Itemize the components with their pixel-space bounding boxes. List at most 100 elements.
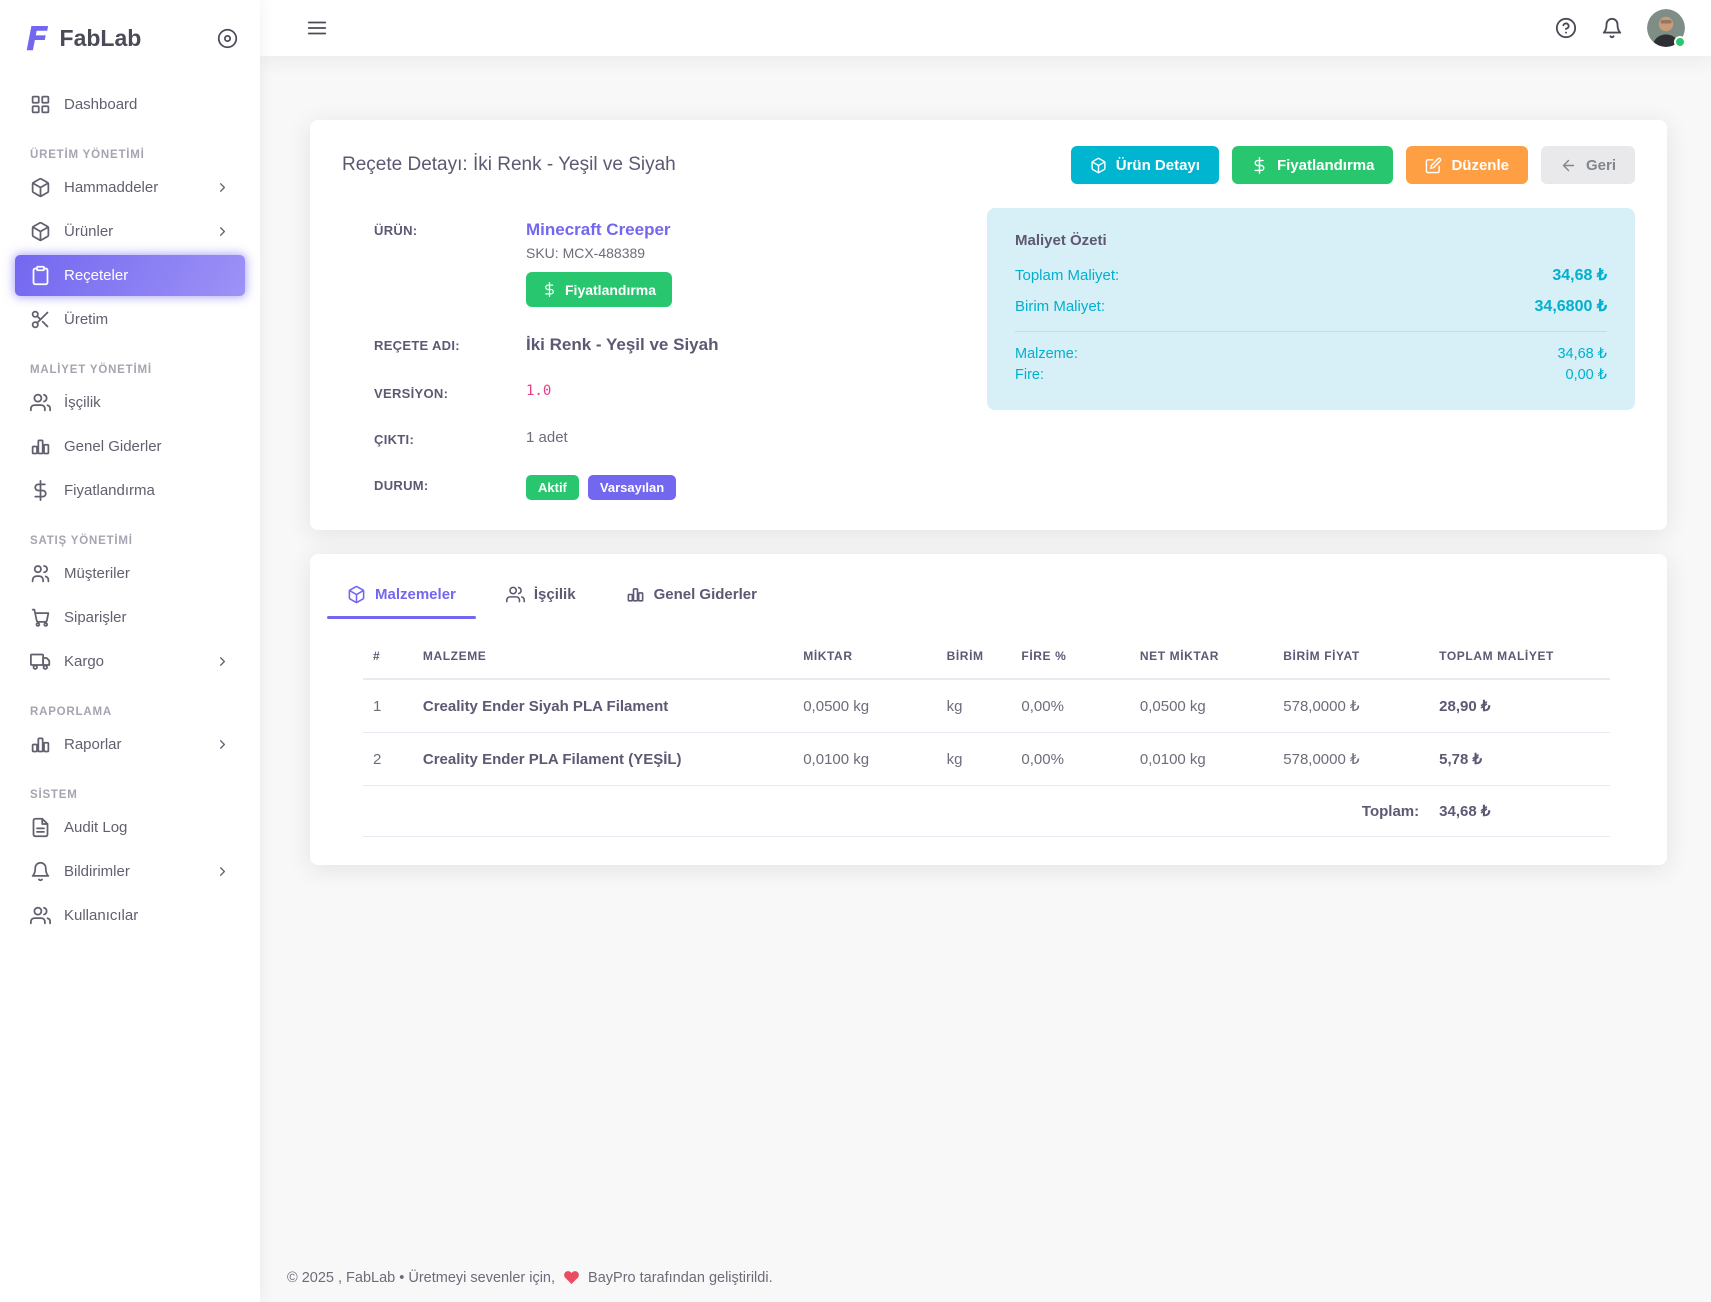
- cost-row-label: Birim Maliyet:: [1015, 298, 1106, 315]
- col-header-num: #: [363, 635, 413, 680]
- sidebar-item-receteler[interactable]: Reçeteler: [15, 255, 245, 296]
- cost-row-value: 34,68 ₺: [1552, 267, 1607, 284]
- sidebar-item-urunler[interactable]: Ürünler: [15, 211, 245, 252]
- users-icon: [30, 392, 51, 413]
- total-value: 34,68 ₺: [1429, 785, 1610, 837]
- bell-icon: [30, 861, 51, 882]
- bell-icon[interactable]: [1601, 17, 1623, 39]
- app-name: FabLab: [59, 25, 142, 51]
- nav-section-satis-yonetimi: SATIŞ YÖNETİMİ: [30, 535, 133, 547]
- product-pricing-button[interactable]: Fiyatlandırma: [526, 272, 673, 307]
- table-header-row: # MALZEME MİKTAR BİRİM FİRE % NET MİKTAR BİRİM…: [363, 635, 1610, 680]
- help-icon[interactable]: [1555, 17, 1577, 39]
- nav-section-sistem: SİSTEM: [30, 789, 78, 801]
- materials-table-wrap: # MALZEME MİKTAR BİRİM FİRE % NET MİKTAR BİRİM…: [310, 619, 1667, 837]
- product-link[interactable]: Minecraft Creeper: [526, 220, 671, 239]
- table-body: 1 Creality Ender Siyah PLA Filament 0,0500…: [363, 679, 1610, 837]
- arrow-left-icon: [1560, 157, 1577, 174]
- sidebar: F FabLab Dashboard ÜRETİM YÖNETİMİ Hammadd…: [0, 0, 260, 1302]
- table-head: # MALZEME MİKTAR BİRİM FİRE % NET MİKTAR BİRİM…: [363, 635, 1610, 680]
- button-label: Ürün Detayı: [1115, 156, 1200, 174]
- sidebar-item-audit-log[interactable]: Audit Log: [15, 807, 245, 848]
- chevron-right-icon: [215, 180, 230, 195]
- version-value: 1.0: [526, 383, 552, 399]
- table-row: 2 Creality Ender PLA Filament (YEŞİL) 0,01…: [363, 732, 1610, 786]
- menu-icon[interactable]: [306, 17, 328, 39]
- bar-chart-icon: [30, 436, 51, 457]
- col-header-fire: FİRE %: [1011, 635, 1130, 680]
- sidebar-item-kullanicilar[interactable]: Kullanıcılar: [15, 895, 245, 936]
- truck-icon: [30, 651, 51, 672]
- table-cell: 5,78 ₺: [1429, 732, 1610, 786]
- sidebar-item-hammaddeler[interactable]: Hammaddeler: [15, 167, 245, 208]
- table-cell: 0,0500 kg: [1129, 679, 1274, 733]
- output-value: 1 adet: [526, 429, 568, 446]
- sidebar-item-uretim[interactable]: Üretim: [15, 299, 245, 340]
- sidebar-item-raporlar[interactable]: Raporlar: [15, 724, 245, 765]
- col-header-toplam-maliyet: TOPLAM MALİYET: [1429, 635, 1610, 680]
- sidebar-item-label: Fiyatlandırma: [64, 481, 155, 499]
- tab-label: İşçilik: [533, 586, 576, 603]
- status-badge-aktif: Aktif: [526, 475, 579, 500]
- tab-malzemeler[interactable]: Malzemeler: [327, 570, 476, 619]
- table-cell: Creality Ender PLA Filament (YEŞİL): [412, 732, 794, 786]
- users-icon: [30, 905, 51, 926]
- sidebar-item-dashboard[interactable]: Dashboard: [15, 84, 245, 125]
- scissors-icon: [30, 309, 51, 330]
- tab-bar: Malzemeler İşçilik Genel Giderler: [310, 564, 1667, 619]
- table-cell: Creality Ender Siyah PLA Filament: [412, 679, 794, 733]
- total-spacer: [363, 785, 1274, 837]
- detail-fields: ÜRÜN: Minecraft Creeper SKU: MCX-488389 …: [342, 208, 987, 500]
- tab-iscilik[interactable]: İşçilik: [486, 570, 596, 619]
- detail-body: ÜRÜN: Minecraft Creeper SKU: MCX-488389 …: [342, 208, 1635, 500]
- sidebar-item-label: İşçilik: [64, 393, 101, 411]
- status-label: DURUM:: [374, 478, 429, 493]
- user-avatar[interactable]: [1647, 9, 1686, 48]
- topbar-right: [1555, 9, 1686, 48]
- table-cell: 0,0500 kg: [793, 679, 937, 733]
- file-icon: [30, 817, 51, 838]
- bar-chart-icon: [626, 585, 645, 604]
- sidebar-item-iscilik[interactable]: İşçilik: [15, 382, 245, 423]
- sidebar-item-siparisler[interactable]: Siparişler: [15, 597, 245, 638]
- sidebar-item-musteriler[interactable]: Müşteriler: [15, 553, 245, 594]
- geri-button[interactable]: Geri: [1540, 146, 1635, 184]
- sidebar-item-bildirimler[interactable]: Bildirimler: [15, 851, 245, 892]
- cost-row-malzeme: Malzeme: 34,68 ₺: [1015, 346, 1607, 362]
- cost-row-toplam-maliyet: Toplam Maliyet: 34,68 ₺: [1015, 265, 1607, 285]
- table-cell: 0,0100 kg: [793, 732, 937, 786]
- recipe-detail-card: Reçete Detayı: İki Renk - Yeşil ve Siyah…: [310, 120, 1667, 530]
- table-cell: 578,0000 ₺: [1273, 679, 1430, 733]
- field-version: VERSİYON: 1.0: [374, 383, 987, 401]
- version-label: VERSİYON:: [374, 386, 449, 401]
- users-icon: [505, 585, 525, 604]
- col-header-birim: BİRİM: [936, 635, 1012, 680]
- content: Reçete Detayı: İki Renk - Yeşil ve Siyah…: [260, 56, 1711, 1269]
- urun-detayi-button[interactable]: Ürün Detayı: [1070, 146, 1219, 184]
- sidebar-item-fiyatlandirma[interactable]: Fiyatlandırma: [15, 470, 245, 511]
- avatar-image: [1647, 9, 1685, 47]
- cost-row-value: 34,6800 ₺: [1534, 298, 1607, 315]
- sidebar-pin-toggle-icon[interactable]: [217, 28, 238, 49]
- col-header-malzeme: MALZEME: [412, 635, 794, 680]
- tab-genel-giderler[interactable]: Genel Giderler: [606, 570, 777, 619]
- users-group-icon: [30, 563, 51, 584]
- sidebar-item-label: Kullanıcılar: [64, 906, 139, 924]
- sidebar-item-label: Kargo: [64, 652, 105, 670]
- sidebar-item-genel-giderler[interactable]: Genel Giderler: [15, 426, 245, 467]
- chevron-right-icon: [215, 654, 230, 669]
- nav-section-maliyet-yonetimi: MALİYET YÖNETİMİ: [30, 364, 152, 376]
- product-sku: SKU: MCX-488389: [526, 245, 646, 261]
- duzenle-button[interactable]: Düzenle: [1406, 146, 1528, 184]
- table-cell: 578,0000 ₺: [1273, 732, 1430, 786]
- output-label: ÇIKTI:: [374, 432, 415, 447]
- main-column: Reçete Detayı: İki Renk - Yeşil ve Siyah…: [260, 0, 1711, 1302]
- nav-section-raporlama: RAPORLAMA: [30, 706, 112, 718]
- sidebar-item-kargo[interactable]: Kargo: [15, 641, 245, 682]
- fablab-logo-icon: F: [26, 19, 49, 58]
- online-status-dot: [1674, 36, 1686, 48]
- field-product: ÜRÜN: Minecraft Creeper SKU: MCX-488389 …: [374, 220, 987, 307]
- cost-summary-title: Maliyet Özeti: [1015, 232, 1107, 249]
- fiyatlandirma-button[interactable]: Fiyatlandırma: [1231, 146, 1394, 184]
- button-label: Düzenle: [1451, 156, 1509, 174]
